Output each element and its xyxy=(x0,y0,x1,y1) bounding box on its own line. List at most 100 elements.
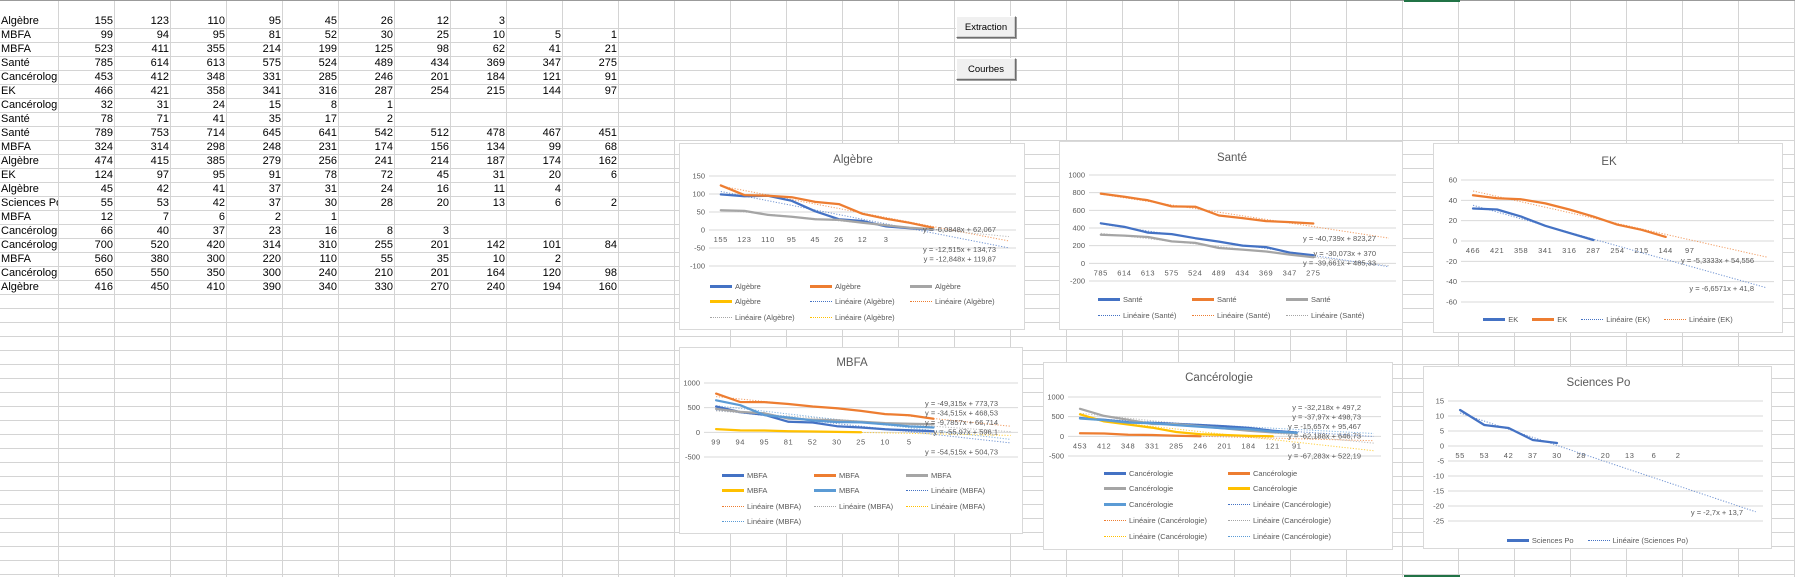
cell-label[interactable]: Cancérologie xyxy=(1,239,58,251)
series-line[interactable] xyxy=(714,399,935,429)
series-line[interactable] xyxy=(1099,192,1315,225)
cell-value[interactable]: 120 xyxy=(542,267,561,279)
legend-item[interactable]: Linéaire (Cancérologie) xyxy=(1228,530,1331,542)
legend-item[interactable]: Linéaire (Algèbre) xyxy=(810,296,895,308)
cell-value[interactable]: 474 xyxy=(94,155,113,167)
cell-value[interactable]: 298 xyxy=(206,141,225,153)
legend-item[interactable]: Santé xyxy=(1098,293,1143,305)
cell-label[interactable]: MBFA xyxy=(1,141,31,153)
cell-value[interactable]: 3 xyxy=(498,15,505,27)
cell-value[interactable]: 45 xyxy=(436,169,449,181)
cell-value[interactable]: 613 xyxy=(206,57,225,69)
cell-value[interactable]: 254 xyxy=(430,85,449,97)
cell-value[interactable]: 2 xyxy=(386,113,393,125)
legend-item[interactable]: Linéaire (MBFA) xyxy=(722,516,801,528)
cell-value[interactable]: 410 xyxy=(206,281,225,293)
cell-value[interactable]: 214 xyxy=(262,43,281,55)
cell-value[interactable]: 641 xyxy=(318,127,337,139)
cell-value[interactable]: 32 xyxy=(100,99,113,111)
legend-item[interactable]: Cancérologie xyxy=(1104,467,1173,479)
legend-item[interactable]: Algèbre xyxy=(710,296,761,308)
cell-value[interactable]: 124 xyxy=(94,169,113,181)
series-line[interactable] xyxy=(1099,222,1315,257)
cell-value[interactable]: 560 xyxy=(94,253,113,265)
cell-value[interactable]: 52 xyxy=(324,29,337,41)
legend-item[interactable]: Linéaire (Algèbre) xyxy=(710,311,795,323)
legend-item[interactable]: MBFA xyxy=(722,469,767,481)
cell-value[interactable]: 16 xyxy=(324,225,337,237)
extraction-button[interactable]: Extraction xyxy=(956,16,1016,38)
courbes-button[interactable]: Courbes xyxy=(956,58,1016,80)
cell-value[interactable]: 199 xyxy=(318,43,337,55)
cell-value[interactable]: 614 xyxy=(150,57,169,69)
legend-item[interactable]: MBFA xyxy=(814,469,859,481)
cell-value[interactable]: 11 xyxy=(493,183,505,195)
legend-item[interactable]: Algèbre xyxy=(710,280,761,292)
legend-item[interactable]: Linéaire (MBFA) xyxy=(906,485,985,497)
series-line[interactable] xyxy=(1078,432,1202,438)
cell-label[interactable]: MBFA xyxy=(1,253,31,265)
cell-value[interactable]: 201 xyxy=(430,71,449,83)
cell-value[interactable]: 331 xyxy=(262,71,281,83)
chart-sciences-po[interactable]: Sciences Po 15 10 5 0 -5 -10 -15 -20 -25 55 53 42 37 3… xyxy=(1423,366,1772,549)
cell-value[interactable]: 310 xyxy=(318,239,337,251)
cell-value[interactable]: 123 xyxy=(150,15,169,27)
cell-value[interactable]: 5 xyxy=(554,29,561,41)
series-line[interactable] xyxy=(719,184,935,229)
cell-label[interactable]: Cancérologie xyxy=(1,71,58,83)
chart-alg-bre[interactable]: Algèbre 150 100 50 0 -50 -100 155 123 110 95 45 26 12… xyxy=(679,143,1025,330)
cell-value[interactable]: 16 xyxy=(436,183,449,195)
cell-value[interactable]: 95 xyxy=(212,29,225,41)
cell-value[interactable]: 10 xyxy=(492,29,505,41)
cell-value[interactable]: 466 xyxy=(94,85,113,97)
legend-item[interactable]: Santé xyxy=(1286,293,1331,305)
cell-value[interactable]: 97 xyxy=(156,169,169,181)
cell-label[interactable]: Cancérologie xyxy=(1,225,58,237)
cell-value[interactable]: 390 xyxy=(262,281,281,293)
cell-value[interactable]: 26 xyxy=(380,15,393,27)
cell-value[interactable]: 575 xyxy=(262,57,281,69)
legend-item[interactable]: Cancérologie xyxy=(1228,483,1297,495)
cell-value[interactable]: 347 xyxy=(542,57,561,69)
cell-value[interactable]: 416 xyxy=(94,281,113,293)
legend-item[interactable]: Linéaire (MBFA) xyxy=(814,500,893,512)
cell-value[interactable]: 3 xyxy=(442,225,449,237)
cell-value[interactable]: 55 xyxy=(380,253,393,265)
cell-label[interactable]: MBFA xyxy=(1,211,31,223)
cell-value[interactable]: 700 xyxy=(94,239,113,251)
series-line[interactable] xyxy=(1471,194,1667,239)
cell-value[interactable]: 40 xyxy=(156,225,169,237)
cell-value[interactable]: 650 xyxy=(94,267,113,279)
cell-value[interactable]: 144 xyxy=(542,85,561,97)
series-line[interactable] xyxy=(714,407,935,426)
cell-value[interactable]: 15 xyxy=(268,99,281,111)
legend-item[interactable]: Linéaire (Santé) xyxy=(1098,309,1176,321)
cell-value[interactable]: 789 xyxy=(94,127,113,139)
chart-mbfa[interactable]: MBFA 1000 500 0 -500 99 94 95 81 52 30 25 10 5 y = -54… xyxy=(679,347,1023,534)
cell-value[interactable]: 13 xyxy=(492,197,505,209)
cell-value[interactable]: 142 xyxy=(486,239,505,251)
cell-label[interactable]: Algèbre xyxy=(1,281,39,293)
chart-sant-[interactable]: Santé 1000 800 600 400 200 0 -200 785 614 613 575 52… xyxy=(1059,141,1403,330)
cell-value[interactable]: 714 xyxy=(206,127,225,139)
cell-value[interactable]: 20 xyxy=(436,197,449,209)
cell-value[interactable]: 1 xyxy=(386,99,393,111)
cell-value[interactable]: 35 xyxy=(436,253,449,265)
cell-value[interactable]: 164 xyxy=(486,267,505,279)
series-line[interactable] xyxy=(1471,207,1595,242)
cell-value[interactable]: 125 xyxy=(374,43,393,55)
series-line[interactable] xyxy=(1078,413,1274,438)
cell-label[interactable]: MBFA xyxy=(1,29,31,41)
cell-value[interactable]: 785 xyxy=(94,57,113,69)
series-line[interactable] xyxy=(1099,233,1315,259)
cell-value[interactable]: 134 xyxy=(486,141,505,153)
cell-value[interactable]: 187 xyxy=(486,155,505,167)
cell-value[interactable]: 23 xyxy=(268,225,281,237)
cell-value[interactable]: 30 xyxy=(380,29,393,41)
cell-value[interactable]: 6 xyxy=(554,197,561,209)
cell-value[interactable]: 2 xyxy=(610,197,617,209)
cell-value[interactable]: 358 xyxy=(206,85,225,97)
cell-value[interactable]: 91 xyxy=(268,169,281,181)
cell-value[interactable]: 523 xyxy=(94,43,113,55)
cell-value[interactable]: 300 xyxy=(206,253,225,265)
